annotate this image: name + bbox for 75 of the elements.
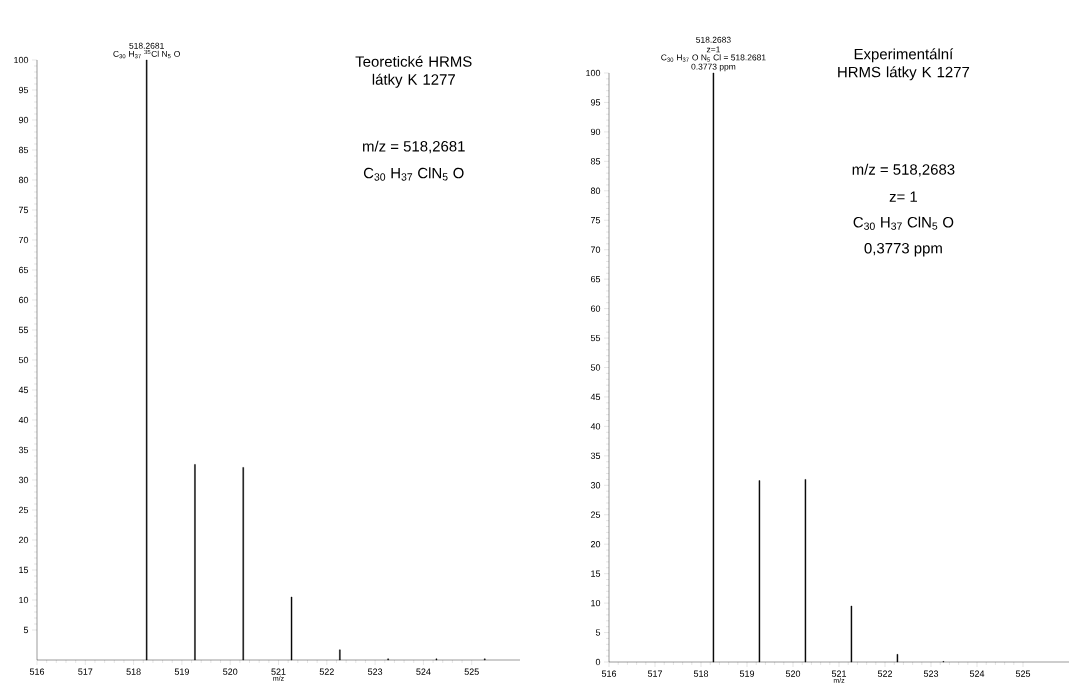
y-tick-label: 65 <box>18 266 29 274</box>
y-tick-label: 20 <box>18 536 29 544</box>
y-tick-label: 30 <box>590 482 601 489</box>
y-tick-label: 25 <box>590 511 601 518</box>
text: 0.3773 ppm <box>691 63 736 72</box>
y-tick-label: 35 <box>590 452 601 460</box>
x-tick-label: 517 <box>78 668 93 675</box>
annotation: m/z = 518,2683 <box>852 163 955 177</box>
x-tick-label: 517 <box>647 670 663 677</box>
y-tick-label: 70 <box>590 246 601 253</box>
y-tick-label: 80 <box>18 176 29 184</box>
y-tick-label: 80 <box>590 187 601 194</box>
y-tick-label: 50 <box>590 364 601 371</box>
x-tick-label: 520 <box>223 668 238 675</box>
x-tick-label: 520 <box>785 670 801 677</box>
x-tick-label: 522 <box>319 668 334 675</box>
y-tick-label: 65 <box>590 275 601 283</box>
y-tick-label: 55 <box>590 334 601 342</box>
x-tick-label: 524 <box>969 670 985 677</box>
y-tick-label: 85 <box>590 158 601 165</box>
y-tick-label: 75 <box>590 217 601 224</box>
y-tick-label: 25 <box>18 506 29 514</box>
text: z=1 <box>706 46 720 53</box>
y-tick-label: 50 <box>18 356 29 364</box>
y-tick-label: 35 <box>18 446 29 454</box>
y-tick-label: 40 <box>18 416 29 424</box>
y-tick-label: 15 <box>19 566 29 574</box>
y-tick-label: 60 <box>18 296 29 304</box>
y-tick-label: 10 <box>591 599 601 607</box>
y-tick-label: 5 <box>595 629 601 636</box>
x-tick-label: 519 <box>739 670 755 677</box>
y-tick-label: 10 <box>19 596 29 604</box>
x-tick-label: 516 <box>29 668 45 675</box>
y-tick-label: 90 <box>590 128 601 136</box>
x-tick-label: 518 <box>693 670 709 677</box>
x-tick-label: 519 <box>174 668 189 675</box>
x-tick-label: 523 <box>367 668 383 675</box>
y-tick-label: 0 <box>595 658 601 666</box>
x-tick-label: 523 <box>923 670 939 677</box>
text: 518.2683 <box>696 36 731 43</box>
annotation: 0,3773 ppm <box>864 242 942 257</box>
y-tick-label: 100 <box>586 69 601 77</box>
x-tick-label: 524 <box>416 668 431 675</box>
annotation: C$_{30}$ H$_{37}$ ClN$_{5}$ O <box>853 216 954 230</box>
x-tick-label: 518 <box>126 668 141 675</box>
y-tick-label: 45 <box>18 386 29 394</box>
x-tick-label: 521 <box>831 670 847 677</box>
annotation: C$_{30}$ H$_{37}$ ClN$_{5}$ O <box>363 167 464 181</box>
y-tick-label: 15 <box>591 570 601 577</box>
chart-title: Teoretické HRMS látky K 1277 <box>355 55 472 88</box>
y-tick-label: 40 <box>590 423 601 430</box>
text: C$_{30}$ H$_{37}$ $^{35}$Cl N$_{5}$ O <box>113 49 180 59</box>
y-tick-label: 85 <box>18 146 29 154</box>
x-tick-label: 516 <box>601 670 617 677</box>
x-tick-label: 521 <box>271 668 286 675</box>
y-tick-label: 60 <box>590 305 601 312</box>
x-tick-label: 525 <box>464 668 479 675</box>
y-tick-label: 90 <box>18 116 29 124</box>
y-tick-label: 95 <box>590 99 601 106</box>
x-tick-label: 522 <box>877 670 893 677</box>
text: 518.2681 <box>129 42 164 49</box>
y-tick-label: 70 <box>18 236 29 244</box>
annotation: m/z = 518,2681 <box>363 140 465 154</box>
y-tick-label: 45 <box>590 393 601 401</box>
annotation: z= 1 <box>889 191 917 202</box>
y-tick-label: 95 <box>18 86 29 94</box>
x-tick-label: 525 <box>1015 670 1031 677</box>
y-tick-label: 5 <box>23 626 29 634</box>
chart-title: Experimentální HRMS látky K 1277 <box>838 48 970 81</box>
y-tick-label: 30 <box>18 476 29 484</box>
y-tick-label: 75 <box>18 206 29 214</box>
y-tick-label: 20 <box>590 541 601 548</box>
y-tick-label: 100 <box>14 56 29 64</box>
text: C$_{30}$ H$_{37}$ O N$_{5}$ Cl = 518.2681 <box>661 54 766 62</box>
y-tick-label: 55 <box>18 326 29 334</box>
